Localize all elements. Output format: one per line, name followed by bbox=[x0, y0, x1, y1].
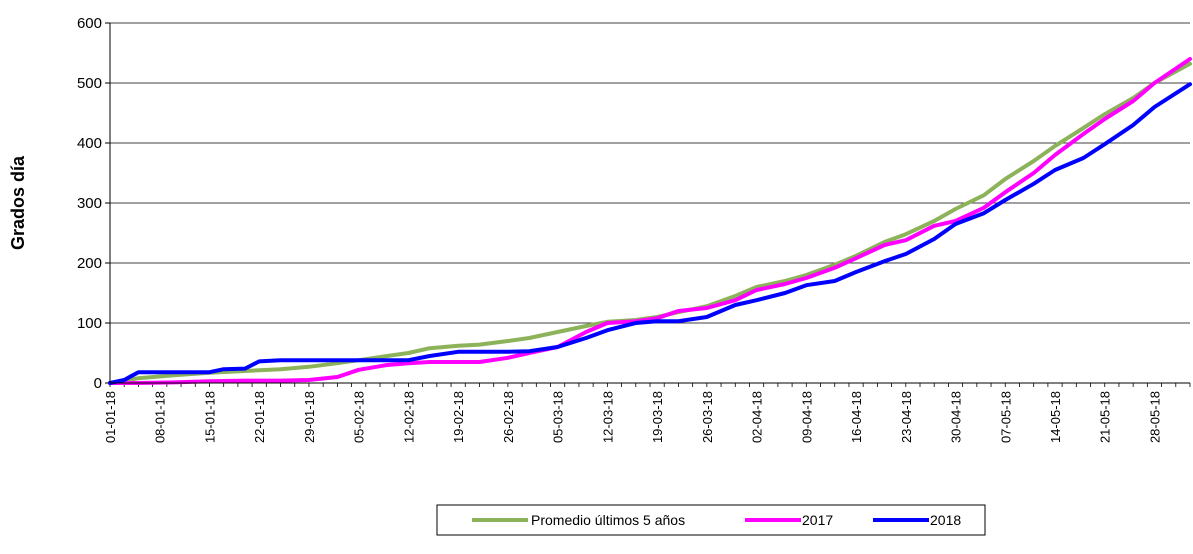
legend-label: 2017 bbox=[802, 512, 833, 528]
x-tick-label: 15-01-18 bbox=[202, 391, 217, 443]
x-tick-label: 16-04-18 bbox=[849, 391, 864, 443]
x-tick-label: 07-05-18 bbox=[998, 391, 1013, 443]
y-axis-label: Grados día bbox=[8, 155, 28, 250]
y-tick-label: 200 bbox=[77, 255, 102, 272]
x-tick-label: 05-02-18 bbox=[352, 391, 367, 443]
grid-lines bbox=[105, 22, 1191, 387]
x-tick-label: 30-04-18 bbox=[949, 391, 964, 443]
x-tick-label: 14-05-18 bbox=[1048, 391, 1063, 443]
x-tick-label: 09-04-18 bbox=[799, 391, 814, 443]
x-tick-label: 19-03-18 bbox=[650, 391, 665, 443]
x-tick-label: 12-03-18 bbox=[600, 391, 615, 443]
series-line-1 bbox=[108, 61, 1192, 385]
legend: Promedio últimos 5 años 2017 2018 bbox=[436, 504, 986, 536]
series-line-3 bbox=[108, 82, 1192, 385]
x-tick-label: 12-02-18 bbox=[401, 391, 416, 443]
y-tick-labels: 0 100 200 300 400 500 600 bbox=[77, 15, 102, 392]
x-tick-label: 21-05-18 bbox=[1098, 391, 1113, 443]
x-tick-label: 28-05-18 bbox=[1147, 391, 1162, 443]
legend-label: Promedio últimos 5 años bbox=[531, 512, 685, 528]
x-tick-label: 08-01-18 bbox=[153, 391, 168, 443]
x-tick-label: 19-02-18 bbox=[451, 391, 466, 443]
x-tick-label: 01-01-18 bbox=[103, 391, 118, 443]
x-tick-label: 26-02-18 bbox=[501, 391, 516, 443]
series-lines bbox=[108, 57, 1192, 385]
legend-label: 2018 bbox=[930, 512, 961, 528]
series-line-2 bbox=[108, 57, 1192, 385]
x-tick-labels: 01-01-18 08-01-18 15-01-18 22-01-18 29-01-18… bbox=[103, 391, 1162, 443]
y-tick-label: 400 bbox=[77, 135, 102, 152]
x-tick-label: 02-04-18 bbox=[750, 391, 765, 443]
x-tick-label: 22-01-18 bbox=[252, 391, 267, 443]
x-tick-label: 26-03-18 bbox=[700, 391, 715, 443]
y-tick-label: 100 bbox=[77, 315, 102, 332]
axes bbox=[109, 23, 1190, 384]
x-tick-label: 29-01-18 bbox=[302, 391, 317, 443]
y-tick-label: 0 bbox=[94, 375, 102, 392]
y-tick-label: 600 bbox=[77, 15, 102, 32]
y-tick-label: 500 bbox=[77, 75, 102, 92]
x-tick-label: 05-03-18 bbox=[551, 391, 566, 443]
y-tick-label: 300 bbox=[77, 195, 102, 212]
x-tick-label: 23-04-18 bbox=[899, 391, 914, 443]
